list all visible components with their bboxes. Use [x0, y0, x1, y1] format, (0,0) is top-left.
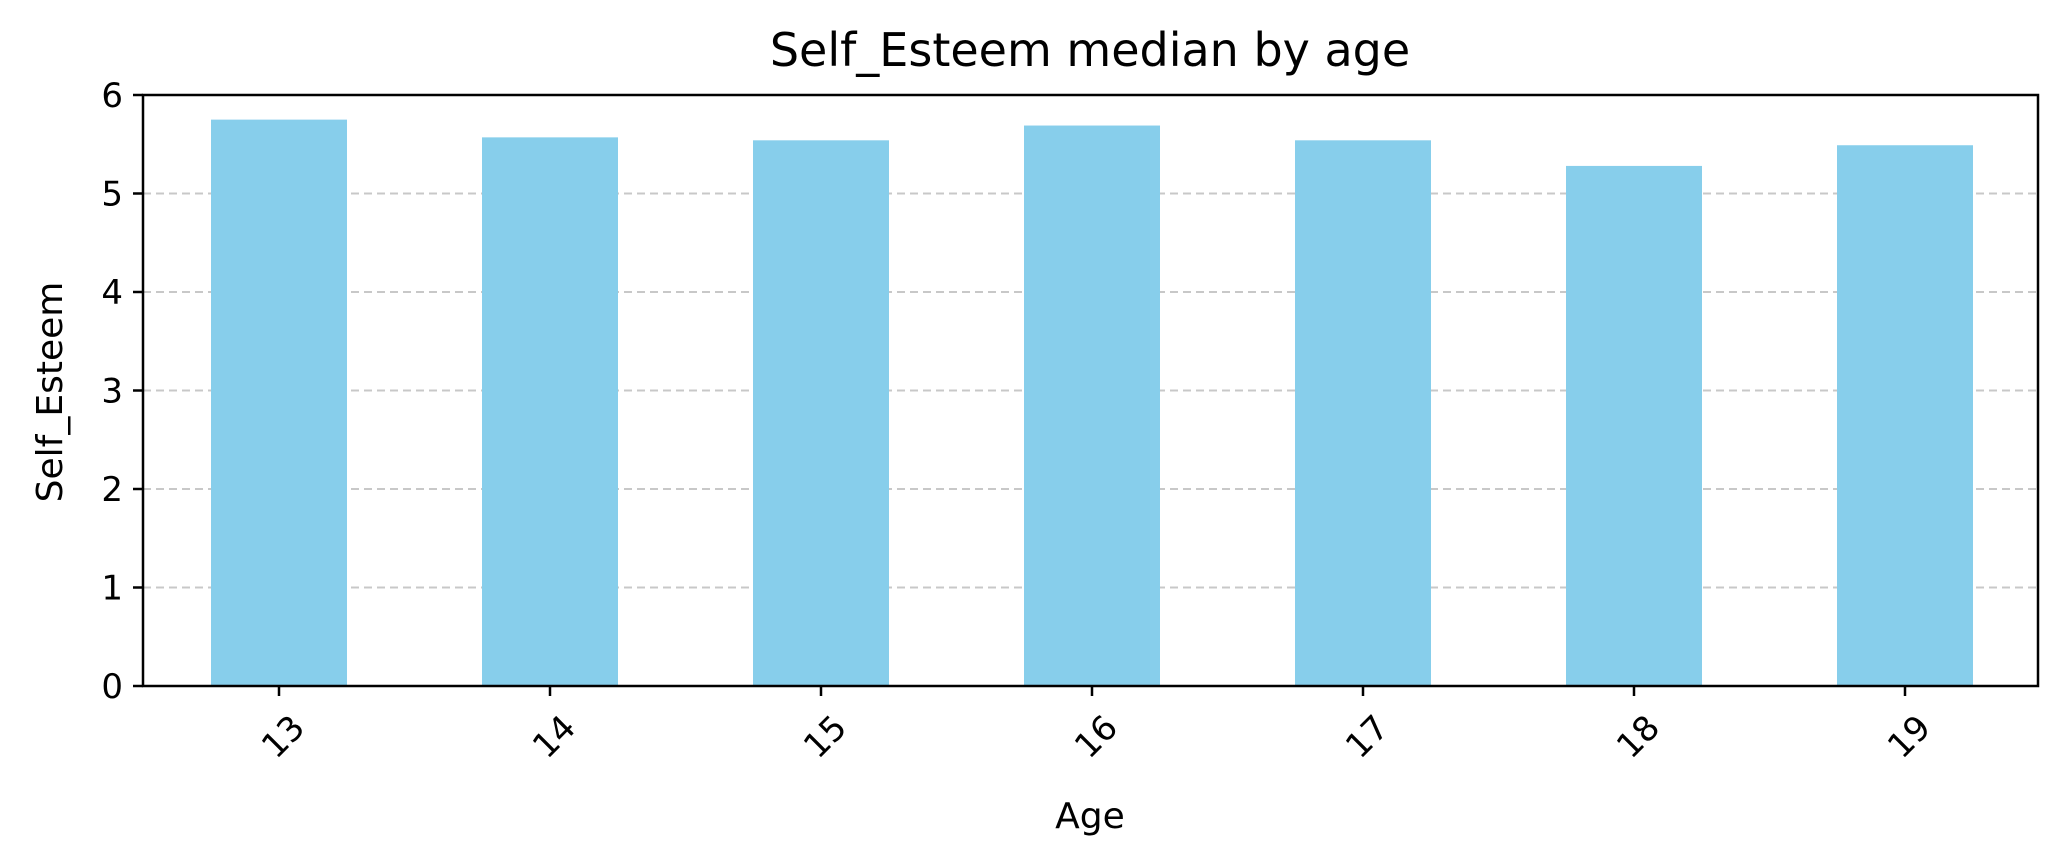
bar-16 — [1024, 125, 1160, 686]
x-tick-label: 14 — [525, 708, 584, 767]
bars — [211, 119, 1973, 687]
x-tick-label: 19 — [1880, 708, 1939, 767]
y-tick-label: 5 — [101, 175, 123, 215]
x-tick-label: 15 — [796, 708, 855, 767]
x-axis-ticks: 13 14 15 16 17 18 19 — [254, 686, 1939, 766]
bar-15 — [753, 140, 889, 686]
bar-13 — [211, 119, 347, 686]
chart-title: Self_Esteem median by age — [770, 23, 1410, 77]
y-tick-label: 1 — [101, 569, 123, 609]
bar-17 — [1295, 140, 1431, 686]
x-tick-label: 18 — [1609, 708, 1668, 767]
x-tick-label: 13 — [254, 708, 313, 767]
y-axis-label: Self_Esteem — [30, 282, 71, 503]
y-tick-label: 6 — [101, 76, 123, 116]
y-tick-label: 2 — [101, 470, 123, 510]
x-tick-label: 16 — [1067, 708, 1126, 767]
bar-14 — [482, 137, 618, 687]
x-tick-label: 17 — [1338, 708, 1397, 767]
y-tick-label: 3 — [101, 372, 123, 412]
bar-19 — [1837, 145, 1973, 687]
y-tick-label: 4 — [101, 273, 123, 313]
x-axis-label: Age — [1055, 796, 1125, 837]
y-axis-ticks: 0 1 2 3 4 5 6 — [101, 76, 143, 707]
bar-18 — [1566, 165, 1702, 687]
y-tick-label: 0 — [101, 667, 123, 707]
